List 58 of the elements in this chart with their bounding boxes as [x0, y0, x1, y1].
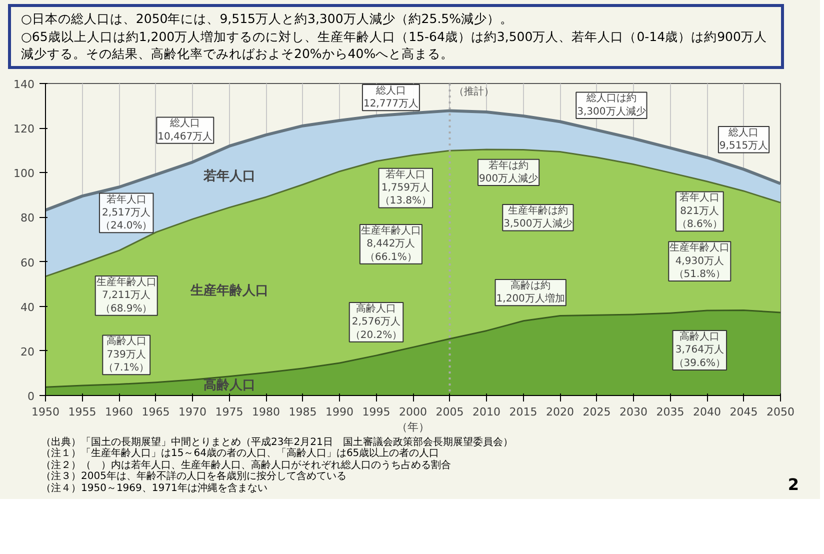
annotation: 高齢人口739万人（7.1%） [104, 334, 150, 374]
y-tick-label: 100 [14, 166, 35, 180]
text: （注３）2005年は、年齢不詳の人口を各歳別に按分して含めている [41, 471, 348, 482]
x-tick-label: 2035 [656, 405, 684, 418]
x-tick-label: 2020 [546, 405, 574, 418]
annotation: 若年は約900万人減少 [479, 158, 538, 184]
annotation: 生産年齢人口7,211万人（68.9%） [96, 275, 156, 314]
x-tick-label: 2015 [509, 405, 538, 418]
y-tick-label: 60 [20, 256, 35, 269]
x-tick-label: 1980 [252, 405, 280, 418]
chart-title: ○日本の総人口は、2050年には、9,515万人と約3,300万人減少（約25.5%減少）。 [21, 10, 514, 28]
x-tick-label: 1990 [326, 405, 354, 418]
y-tick-label: 20 [20, 344, 35, 358]
text: （注１）「生産年齢人口」は15～64歳の者の人口、「高齢人口」は65歳以上の者の人口 [41, 448, 440, 460]
ref-line-label: （推計） [454, 85, 494, 97]
annotation: 総人口12,777万人 [363, 84, 418, 110]
x-tick-label: 1985 [288, 405, 317, 418]
x-tick-label: 1965 [142, 405, 170, 418]
annotation: 総人口は約3,300万人減少 [577, 92, 646, 117]
text: 2 [786, 474, 799, 494]
x-tick-label: 1955 [68, 405, 96, 418]
annotation: 高齢人口2,576万人（20.2%） [350, 302, 402, 340]
series-label: 若年人口 [202, 168, 256, 184]
annotation: 若年人口2,517万人（24.0%） [100, 192, 152, 232]
x-axis-title: （年） [396, 420, 430, 433]
x-tick-label: 2010 [472, 405, 501, 418]
y-tick-label: 0 [28, 390, 34, 402]
annotation: 高齢は約1,200万人増加 [496, 278, 565, 304]
x-tick-label: 2040 [693, 405, 722, 418]
annotation: 若年人口1,759万人（13.8%） [380, 168, 432, 206]
annotation: 総人口9,515万人 [719, 126, 768, 152]
annotation: 生産年齢人口8,442万人（66.1%） [360, 224, 421, 262]
annotation: 高齢人口3,764万人（39.6%） [674, 330, 726, 368]
x-tick-label: 2025 [582, 405, 611, 418]
x-tick-label: 1975 [215, 405, 244, 418]
annotation: 総人口10,467万人 [158, 116, 213, 142]
annotation: 生産年齢は約3,500万人減少 [504, 204, 572, 230]
text: （出典）「国土の長期展望」中間とりまとめ（平成23年2月21日 国土審議会政策部会長期展望委員会） [41, 436, 514, 448]
annotation: 若年人口821万人（8.6%） [676, 191, 722, 230]
x-tick-label: 1950 [32, 405, 60, 418]
x-tick-label: 1960 [105, 405, 134, 418]
series-label: 生産年齢人口 [189, 282, 268, 298]
y-tick-label: 80 [20, 211, 35, 224]
x-tick-label: 2045 [730, 405, 758, 418]
x-tick-label: 1995 [362, 405, 390, 418]
text: （注４）1950～1969、1971年は沖縄を含まない [41, 482, 268, 494]
y-tick-label: 40 [20, 300, 35, 314]
x-tick-label: 2030 [620, 405, 648, 418]
y-tick-label: 140 [14, 78, 35, 90]
annotation: 生産年齢人口4,930万人（51.8%） [670, 241, 730, 280]
x-tick-label: 2005 [436, 405, 464, 418]
text: （注２）（ ）内は若年人口、生産年齢人口、高齢人口がそれぞれ総人口のうち占める割合 [41, 460, 452, 470]
x-tick-label: 2000 [399, 405, 428, 418]
series-label: 高齢人口 [203, 376, 256, 393]
x-tick-label: 2050 [766, 405, 795, 418]
y-tick-label: 120 [14, 122, 35, 136]
chart-subtitle: ○65歳以上人口は約1,200万人増加するのに対し、生産年齢人口（15-64歳）は約3,500万人、若年人口（0-14歳）は約900万人減少する。その結果、高齢化率でみればおよそ20%から40%へと高まる。 [21, 28, 768, 62]
x-tick-label: 1970 [178, 405, 207, 418]
